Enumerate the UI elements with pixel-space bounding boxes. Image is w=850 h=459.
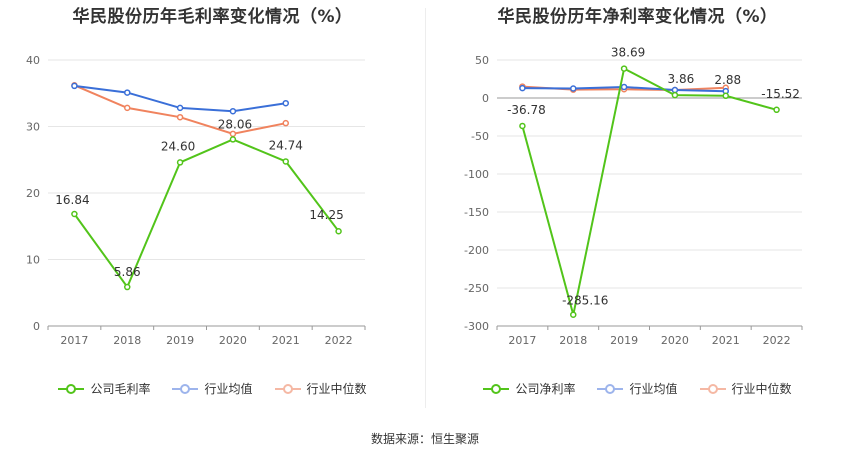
net-margin-panel: 华民股份历年净利率变化情况（%） 50 0 -50 -100 -150 -200 -250 -… <box>425 0 850 420</box>
data-point-industry_median <box>282 119 289 127</box>
data-label: 24.60 <box>161 139 195 153</box>
data-point-industry_avg <box>229 107 237 115</box>
data-label: -15.52 <box>761 87 800 101</box>
x-tick-label: 2018 <box>113 334 141 347</box>
x-tick-label: 2017 <box>508 334 536 347</box>
data-point-industry_avg <box>282 99 289 107</box>
data-point-company <box>570 311 577 318</box>
data-point-industry_median <box>176 113 184 121</box>
data-label: -36.78 <box>507 103 546 117</box>
data-label: 38.69 <box>611 46 645 60</box>
y-tick-label: -50 <box>471 130 489 143</box>
y-tick-label: 0 <box>33 320 40 333</box>
series-line-company <box>73 138 340 290</box>
data-point-industry_avg <box>519 84 526 92</box>
x-tick-label: 2018 <box>559 334 587 347</box>
x-tick-label: 2020 <box>661 334 689 347</box>
x-tick-label: 2019 <box>166 334 194 347</box>
line-circle-icon <box>274 383 301 395</box>
data-point-company <box>722 92 729 100</box>
data-point-industry_median <box>124 104 131 112</box>
data-point-industry_avg <box>671 86 679 94</box>
legend: 公司毛利率 行业均值 行业中位数 <box>0 380 425 397</box>
y-tick-label: -150 <box>464 206 489 219</box>
line-circle-icon <box>597 383 624 395</box>
data-label: 14.25 <box>309 208 343 222</box>
line-circle-icon <box>58 383 85 395</box>
data-point-company <box>176 159 184 166</box>
legend-item-industry-avg[interactable]: 行业均值 <box>597 380 678 397</box>
legend-item-company[interactable]: 公司净利率 <box>483 380 575 397</box>
data-point-industry_avg <box>620 83 628 91</box>
legend-item-industry-median[interactable]: 行业中位数 <box>699 380 792 397</box>
x-tick-label: 2022 <box>763 334 791 347</box>
data-label: 2.88 <box>714 73 741 87</box>
net-margin-chart: 50 0 -50 -100 -150 -200 -250 -300 2017 2018 2019 20… <box>464 46 803 347</box>
y-tick-label: 40 <box>26 54 40 67</box>
data-source: 数据来源：恒生聚源 <box>370 432 479 446</box>
y-tick-label: -100 <box>464 168 489 181</box>
data-point-company <box>229 136 237 143</box>
legend-label: 行业均值 <box>629 382 678 396</box>
data-point-industry_avg <box>176 104 184 112</box>
legend-item-industry-median[interactable]: 行业中位数 <box>274 380 367 397</box>
data-point-industry_avg <box>570 85 577 92</box>
gross-margin-panel: 华民股份历年毛利率变化情况（%） 0 10 20 30 40 2017 2018 2019 20… <box>0 0 425 420</box>
data-point-industry_median <box>229 130 237 138</box>
data-label: 3.86 <box>668 72 695 86</box>
y-tick-label: 10 <box>26 254 40 267</box>
legend-label: 公司毛利率 <box>90 382 151 396</box>
x-tick-label: 2021 <box>272 334 300 347</box>
panel-divider <box>425 8 426 408</box>
chart-title: 华民股份历年毛利率变化情况（%） <box>72 7 353 27</box>
data-label: 24.74 <box>269 138 303 152</box>
data-point-company <box>671 91 679 99</box>
data-point-company <box>71 210 78 218</box>
data-label: 5.86 <box>114 265 141 279</box>
y-tick-label: -200 <box>464 244 489 257</box>
x-tick-label: 2021 <box>712 334 740 347</box>
y-tick-label: -250 <box>464 282 489 295</box>
data-point-company <box>124 283 131 291</box>
x-tick-label: 2019 <box>610 334 638 347</box>
line-circle-icon <box>699 383 726 395</box>
x-tick-label: 2022 <box>325 334 353 347</box>
legend: 公司净利率 行业均值 行业中位数 <box>425 380 850 397</box>
data-point-company <box>620 65 628 72</box>
data-point-industry_avg <box>71 82 78 90</box>
data-point-company <box>519 122 526 130</box>
data-point-company <box>335 227 342 235</box>
legend-label: 行业均值 <box>204 382 253 396</box>
x-tick-label: 2020 <box>219 334 247 347</box>
y-tick-label: 0 <box>482 92 489 105</box>
chart-title: 华民股份历年净利率变化情况（%） <box>497 7 778 27</box>
legend-label: 行业中位数 <box>731 382 792 396</box>
data-label: 28.06 <box>218 117 252 131</box>
legend-item-industry-avg[interactable]: 行业均值 <box>172 380 253 397</box>
legend-item-company[interactable]: 公司毛利率 <box>58 380 150 397</box>
x-tick-label: 2017 <box>60 334 88 347</box>
y-tick-label: -300 <box>464 320 489 333</box>
line-circle-icon <box>483 383 510 395</box>
series-line-company <box>521 67 777 315</box>
data-point-company <box>282 158 289 165</box>
data-point-company <box>773 106 780 114</box>
legend-label: 行业中位数 <box>306 382 367 396</box>
y-tick-label: 20 <box>26 187 40 200</box>
data-point-industry_avg <box>124 89 131 96</box>
data-label: 16.84 <box>55 193 89 207</box>
line-circle-icon <box>172 383 199 395</box>
legend-label: 公司净利率 <box>515 382 576 396</box>
gross-margin-chart: 0 10 20 30 40 2017 2018 2019 2020 2021 2022 16.84 5.… <box>26 54 366 347</box>
y-tick-label: 50 <box>475 54 489 67</box>
y-tick-label: 30 <box>26 121 40 134</box>
data-label: -285.16 <box>562 294 608 308</box>
